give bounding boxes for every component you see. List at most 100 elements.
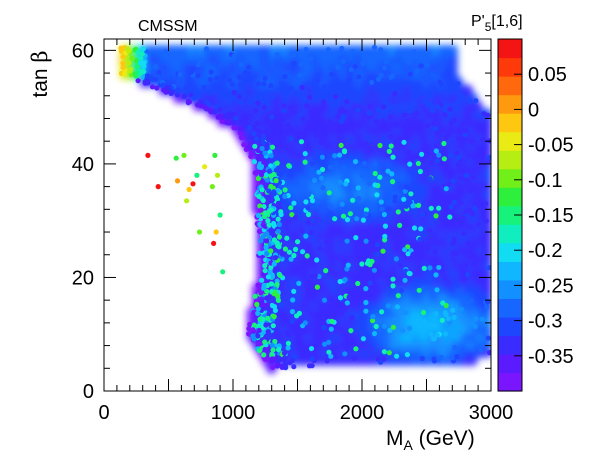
colorbar-tick-label: -0.15 (528, 205, 574, 227)
scatter-point (372, 170, 378, 177)
scatter-point (293, 91, 299, 97)
scatter-point (305, 283, 311, 289)
scatter-point (451, 314, 457, 320)
scatter-point (338, 142, 344, 148)
scatter-point (454, 354, 460, 360)
scatter-point (371, 267, 377, 273)
scatter-point (257, 203, 263, 209)
scatter-point (361, 160, 368, 166)
scatter-point (420, 286, 426, 292)
scatter-point (276, 234, 282, 240)
scatter-point (278, 211, 284, 218)
scatter-point (323, 306, 329, 313)
scatter-point (408, 191, 414, 197)
scatter-point (343, 181, 349, 187)
y-axis-title: tan β (28, 50, 52, 97)
scatter-point (350, 96, 356, 102)
scatter-point (328, 326, 334, 332)
colorbar-segment (498, 205, 522, 225)
scatter-point (389, 171, 395, 177)
scatter-point (256, 193, 262, 199)
scatter-point (415, 160, 421, 167)
svg-text:tan β: tan β (28, 50, 52, 97)
scatter-point (381, 349, 387, 355)
scatter-point (240, 119, 246, 125)
scatter-point (285, 340, 291, 346)
scatter-point (139, 51, 145, 57)
scatter-point (305, 205, 311, 211)
scatter-point (353, 346, 359, 352)
scatter-point (214, 75, 220, 81)
scatter-point (421, 98, 427, 104)
scatter-point (431, 358, 437, 364)
scatter-point (427, 265, 433, 271)
scatter-point (260, 329, 267, 335)
y-tick-label: 60 (72, 40, 94, 62)
scatter-point (266, 188, 272, 194)
scatter-point (277, 272, 283, 279)
scatter-point (326, 339, 332, 345)
scatter-point (246, 144, 252, 150)
scatter-point (411, 49, 417, 55)
svg-text:P'5[1,6]: P'5[1,6] (471, 13, 523, 34)
scatter-point (138, 59, 144, 66)
scatter-point (256, 341, 262, 347)
scatter-point (351, 300, 357, 307)
scatter-point (287, 172, 294, 178)
scatter-point (288, 85, 294, 91)
scatter-point (327, 164, 333, 170)
scatter-point (436, 152, 442, 158)
scatter-point (471, 175, 477, 181)
scatter-point (195, 62, 201, 68)
scatter-point (241, 142, 247, 148)
scatter-point (253, 136, 260, 142)
scatter-point (456, 154, 462, 160)
scatter-point (448, 120, 454, 126)
scatter-point (320, 103, 327, 109)
scatter-point (428, 205, 434, 211)
scatter-point (407, 325, 413, 331)
scatter-point (148, 75, 154, 81)
scatter-point (337, 108, 343, 114)
scatter-point (261, 285, 267, 291)
scatter-point (411, 225, 418, 231)
scatter-point (265, 274, 271, 280)
scatter-point (450, 250, 456, 256)
scatter-point (266, 168, 273, 174)
scatter-point (260, 197, 266, 204)
scatter-point (299, 188, 306, 194)
scatter-point (425, 123, 431, 129)
scatter-point (252, 293, 258, 299)
scatter-point (447, 106, 453, 112)
scatter-point (251, 131, 257, 137)
scatter-point (255, 282, 261, 288)
scatter-point (449, 240, 456, 246)
scatter-point (323, 268, 329, 274)
scatter-point (247, 124, 253, 130)
scatter-point (273, 178, 279, 184)
scatter-point (263, 193, 269, 199)
outlier-point (209, 184, 215, 190)
scatter-point (206, 90, 213, 96)
scatter-point (363, 141, 369, 147)
scatter-point (256, 128, 262, 134)
scatter-point (255, 306, 261, 312)
scatter-point (356, 123, 362, 129)
scatter-point (140, 69, 146, 75)
scatter-point (364, 260, 371, 266)
scatter-point (256, 327, 262, 333)
scatter-point (274, 240, 280, 246)
scatter-point (300, 249, 306, 255)
scatter-point (262, 339, 268, 345)
scatter-point (440, 300, 446, 306)
scatter-point (469, 211, 476, 217)
scatter-point (322, 84, 328, 90)
scatter-point (469, 139, 475, 145)
scatter-point (269, 356, 275, 362)
scatter-point (377, 272, 383, 278)
outlier-point (220, 269, 226, 275)
scatter-point (360, 336, 366, 342)
scatter-point (326, 349, 332, 355)
scatter-point (275, 216, 281, 222)
scatter-point (463, 172, 469, 178)
